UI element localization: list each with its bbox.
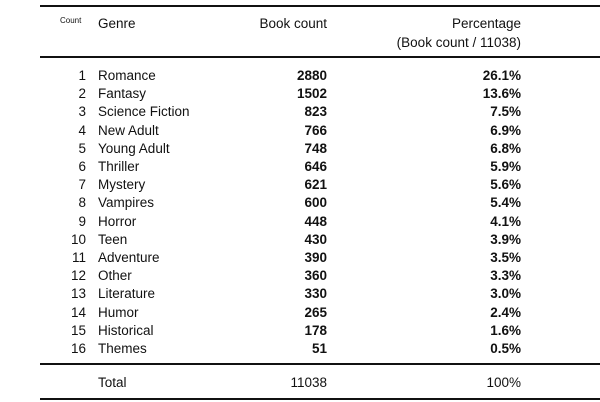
row-percentage: 3.9% [490, 231, 521, 247]
row-percentage: 0.5% [490, 341, 521, 356]
table-row: 1 Romance 2880 26.1% [0, 68, 600, 86]
row-rank: 15 [70, 322, 86, 338]
row-book-count: 600 [304, 195, 327, 211]
row-genre: Fantasy [98, 86, 147, 102]
row-genre: Young Adult [98, 140, 170, 156]
row-rank: 6 [78, 159, 86, 174]
table-row: 14 Humor 265 2.4% [0, 305, 600, 323]
total-count: 11038 [290, 375, 327, 390]
row-genre: Adventure [98, 250, 160, 265]
table-top-rule [40, 5, 600, 7]
row-percentage: 6.8% [490, 140, 521, 156]
row-genre: Teen [98, 231, 128, 247]
table-row: 7 Mystery 621 5.6% [0, 177, 600, 195]
row-rank: 11 [71, 250, 86, 265]
row-book-count: 1502 [296, 86, 327, 102]
row-percentage: 5.4% [490, 195, 521, 211]
row-percentage: 3.0% [490, 286, 521, 302]
row-rank: 1 [78, 68, 86, 83]
row-genre: New Adult [98, 122, 159, 138]
row-percentage: 26.1% [482, 68, 521, 83]
row-percentage: 2.4% [490, 304, 521, 320]
row-genre: Horror [98, 213, 137, 229]
header-percentage-sub: (Book count / 11038) [396, 35, 521, 50]
row-rank: 13 [70, 286, 86, 302]
table-row: 3 Science Fiction 823 7.5% [0, 104, 600, 122]
row-book-count: 748 [304, 140, 327, 156]
row-book-count: 646 [304, 159, 327, 174]
row-rank: 3 [78, 104, 86, 120]
row-percentage: 3.3% [490, 268, 521, 284]
table-row: 10 Teen 430 3.9% [0, 232, 600, 250]
row-genre: Literature [98, 286, 156, 302]
table-row: 2 Fantasy 1502 13.6% [0, 86, 600, 104]
row-percentage: 3.5% [490, 250, 521, 265]
row-percentage: 5.9% [490, 159, 521, 174]
table-row: 5 Young Adult 748 6.8% [0, 141, 600, 159]
row-book-count: 430 [304, 231, 327, 247]
row-percentage: 7.5% [490, 104, 521, 120]
row-book-count: 265 [304, 304, 327, 320]
row-book-count: 390 [304, 250, 327, 265]
row-rank: 12 [70, 268, 86, 284]
total-rule [40, 363, 600, 365]
row-book-count: 330 [304, 286, 327, 302]
row-book-count: 621 [304, 177, 327, 193]
row-book-count: 448 [304, 213, 327, 229]
total-label: Total [98, 375, 127, 390]
row-book-count: 766 [304, 122, 327, 138]
total-percentage: 100% [486, 375, 521, 390]
row-genre: Humor [98, 304, 139, 320]
row-genre: Other [98, 268, 132, 284]
row-rank: 2 [78, 86, 86, 102]
row-genre: Science Fiction [98, 104, 190, 120]
header-count: Count [60, 16, 82, 25]
row-percentage: 13.6% [482, 86, 521, 102]
row-percentage: 6.9% [490, 122, 521, 138]
table-row: 4 New Adult 766 6.9% [0, 123, 600, 141]
row-book-count: 823 [304, 104, 327, 120]
row-genre: Themes [98, 341, 147, 356]
table-row: 13 Literature 330 3.0% [0, 286, 600, 304]
row-rank: 4 [78, 122, 86, 138]
row-genre: Romance [98, 68, 156, 83]
row-book-count: 178 [304, 322, 327, 338]
row-rank: 9 [78, 213, 86, 229]
row-rank: 14 [70, 304, 86, 320]
table-row: 16 Themes 51 0.5% [0, 341, 600, 359]
table-row: 9 Horror 448 4.1% [0, 214, 600, 232]
table-bottom-rule [40, 398, 600, 400]
row-genre: Historical [98, 322, 154, 338]
table-row: 12 Other 360 3.3% [0, 268, 600, 286]
row-genre: Vampires [98, 195, 155, 211]
row-book-count: 2880 [296, 68, 327, 83]
table-row: 8 Vampires 600 5.4% [0, 195, 600, 213]
row-rank: 8 [78, 195, 86, 211]
header-book-count: Book count [259, 16, 327, 31]
row-rank: 5 [78, 140, 86, 156]
row-rank: 10 [70, 231, 86, 247]
header-percentage: Percentage [451, 16, 521, 31]
row-percentage: 5.6% [490, 177, 521, 193]
total-row: Total 11038 100% [0, 375, 600, 393]
table-row: 15 Historical 178 1.6% [0, 323, 600, 341]
header-rule [40, 56, 600, 58]
row-book-count: 51 [311, 341, 327, 356]
row-genre: Mystery [98, 177, 146, 193]
row-book-count: 360 [304, 268, 327, 284]
table-row: 6 Thriller 646 5.9% [0, 159, 600, 177]
row-rank: 7 [78, 177, 86, 193]
row-genre: Thriller [98, 159, 140, 174]
row-percentage: 4.1% [490, 213, 521, 229]
header-genre: Genre [98, 16, 136, 31]
table-row: 11 Adventure 390 3.5% [0, 250, 600, 268]
row-percentage: 1.6% [490, 322, 521, 338]
row-rank: 16 [70, 341, 86, 356]
